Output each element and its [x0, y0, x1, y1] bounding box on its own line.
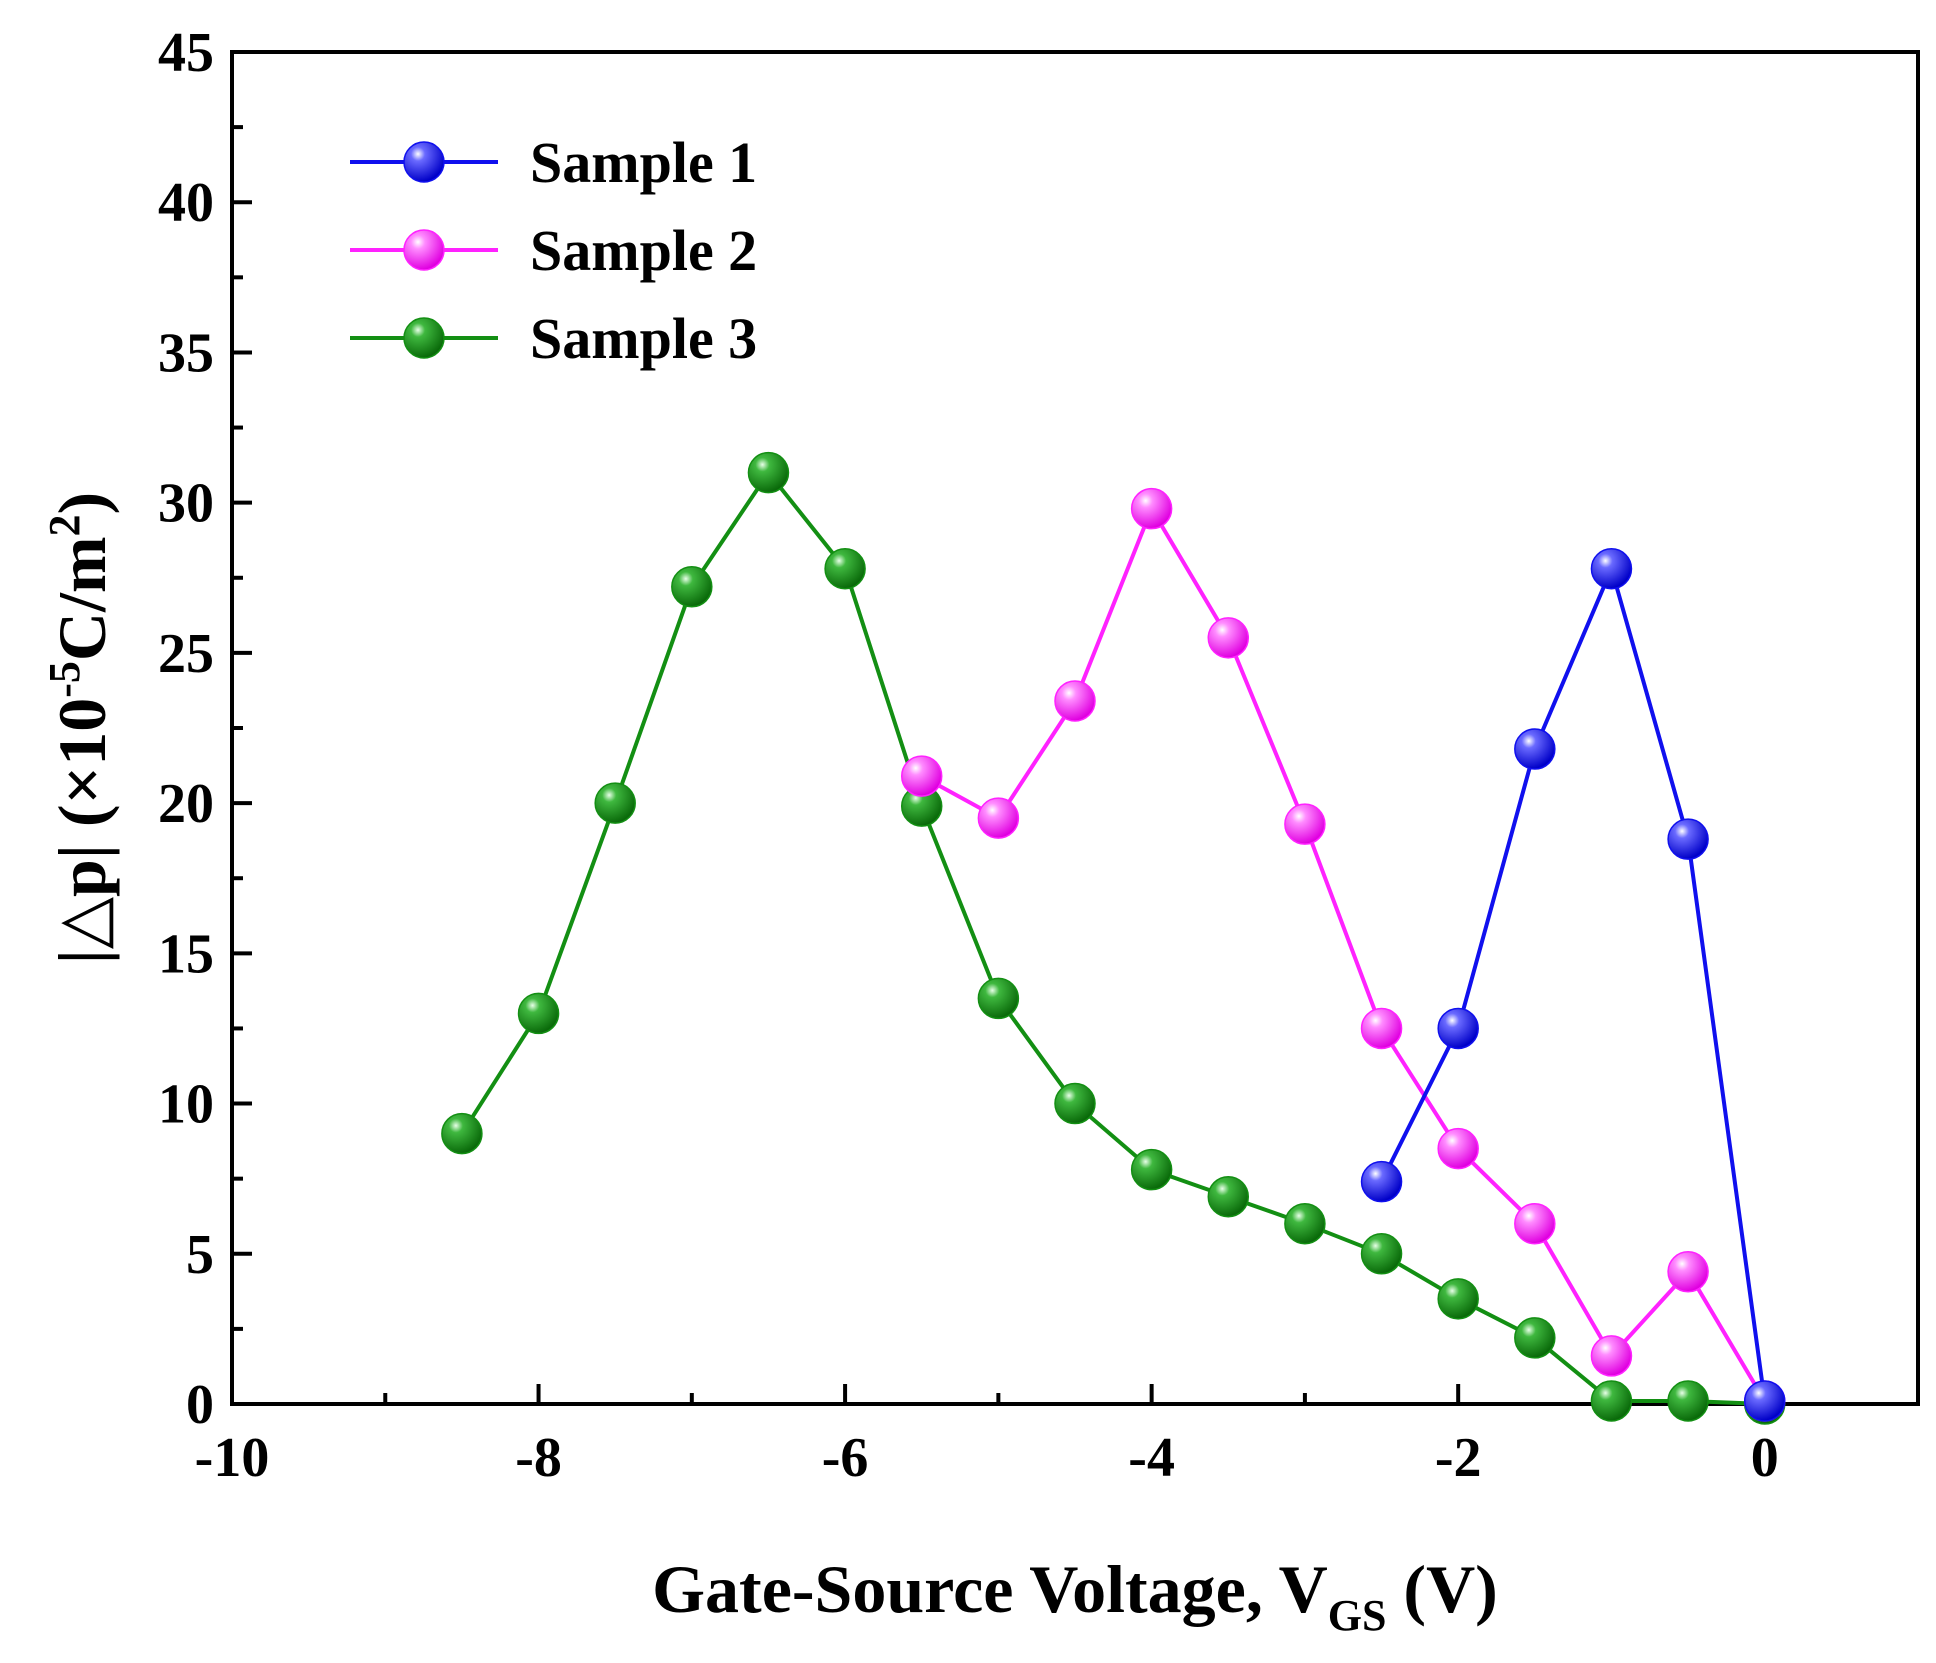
data-point: [1514, 1202, 1556, 1245]
x-axis-title: Gate-Source Voltage, VGS (V): [652, 1551, 1498, 1640]
x-tick-label: 0: [1751, 1427, 1779, 1489]
data-point: [1667, 1380, 1709, 1422]
data-point: [1590, 1380, 1633, 1422]
series-1: [1360, 548, 1786, 1422]
y-tick-label: 15: [158, 923, 214, 985]
data-point: [1667, 1251, 1709, 1293]
data-point: [1054, 1082, 1096, 1125]
data-point: [441, 1112, 483, 1155]
y-tick-label: 45: [158, 22, 214, 84]
data-point: [1207, 617, 1250, 659]
y-tick-label: 40: [158, 172, 214, 234]
y-axis-title: |△p| (×10-5C/m2): [40, 492, 120, 964]
y-tick-label: 30: [158, 473, 214, 535]
y-tick-label: 5: [186, 1224, 214, 1286]
data-point: [977, 797, 1020, 839]
data-point: [1514, 728, 1556, 770]
data-point: [1360, 1160, 1403, 1203]
x-tick-label: -6: [822, 1427, 869, 1489]
legend: Sample 1 Sample 2 Sample 3: [350, 130, 757, 371]
y-tick-label: 35: [158, 322, 214, 384]
data-point: [824, 548, 866, 590]
data-point: [1360, 1007, 1403, 1050]
data-point: [517, 992, 560, 1035]
data-point: [1360, 1233, 1403, 1275]
legend-label: Sample 3: [530, 306, 757, 371]
data-point: [1590, 1335, 1633, 1377]
series-line: [920, 506, 1767, 1403]
y-tick-label: 25: [158, 623, 214, 685]
y-tick-label: 0: [186, 1374, 214, 1436]
legend-marker: [403, 317, 445, 359]
legend-label: Sample 1: [530, 130, 757, 195]
data-point: [1743, 1380, 1786, 1422]
data-point: [900, 755, 943, 797]
data-point: [1207, 1175, 1250, 1218]
y-axis: 0 5 10 15 20 25 30 35 40 45: [158, 22, 252, 1436]
data-point: [1284, 1202, 1326, 1245]
x-tick-label: -8: [515, 1427, 562, 1489]
data-point: [1284, 803, 1326, 845]
y-tick-label: 20: [158, 773, 214, 835]
data-point: [671, 566, 713, 608]
data-point: [1514, 1317, 1556, 1359]
legend-label: Sample 2: [530, 218, 757, 283]
x-tick-label: -4: [1128, 1427, 1175, 1489]
data-point: [1590, 548, 1633, 590]
series-2: [900, 487, 1786, 1422]
series-line: [1379, 566, 1767, 1402]
x-axis: -10 -8 -6 -4 -2 0: [195, 1384, 1920, 1489]
y-tick-label: 10: [158, 1074, 214, 1136]
data-point: [1130, 1148, 1173, 1191]
data-point: [1437, 1007, 1479, 1050]
legend-marker: [403, 141, 445, 183]
plot-area-border: [230, 50, 1920, 1406]
series-line: [460, 470, 1765, 1406]
legend-marker: [403, 229, 445, 271]
series-layer: [441, 451, 1786, 1425]
data-point: [1667, 818, 1709, 860]
data-point: [747, 451, 790, 494]
legend-item-sample-2: Sample 2: [350, 218, 757, 283]
x-tick-label: -10: [195, 1427, 270, 1489]
legend-item-sample-1: Sample 1: [350, 130, 757, 195]
data-point: [594, 782, 636, 824]
plot-frame: [230, 50, 1920, 1406]
x-tick-label: -2: [1435, 1427, 1482, 1489]
data-point: [977, 977, 1020, 1020]
data-point: [1054, 680, 1096, 722]
legend-item-sample-3: Sample 3: [350, 306, 757, 371]
data-point: [1130, 487, 1173, 530]
series-3: [441, 451, 1786, 1425]
data-point: [1437, 1278, 1479, 1320]
data-point: [1437, 1127, 1479, 1170]
